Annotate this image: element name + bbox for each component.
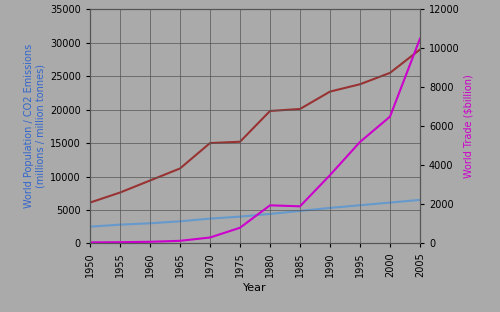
X-axis label: Year: Year (243, 283, 267, 293)
Y-axis label: World Population / CO2 Emissions
(millions / million tonnes): World Population / CO2 Emissions (millio… (24, 44, 46, 208)
Y-axis label: World Trade ($billion): World Trade ($billion) (464, 75, 474, 178)
